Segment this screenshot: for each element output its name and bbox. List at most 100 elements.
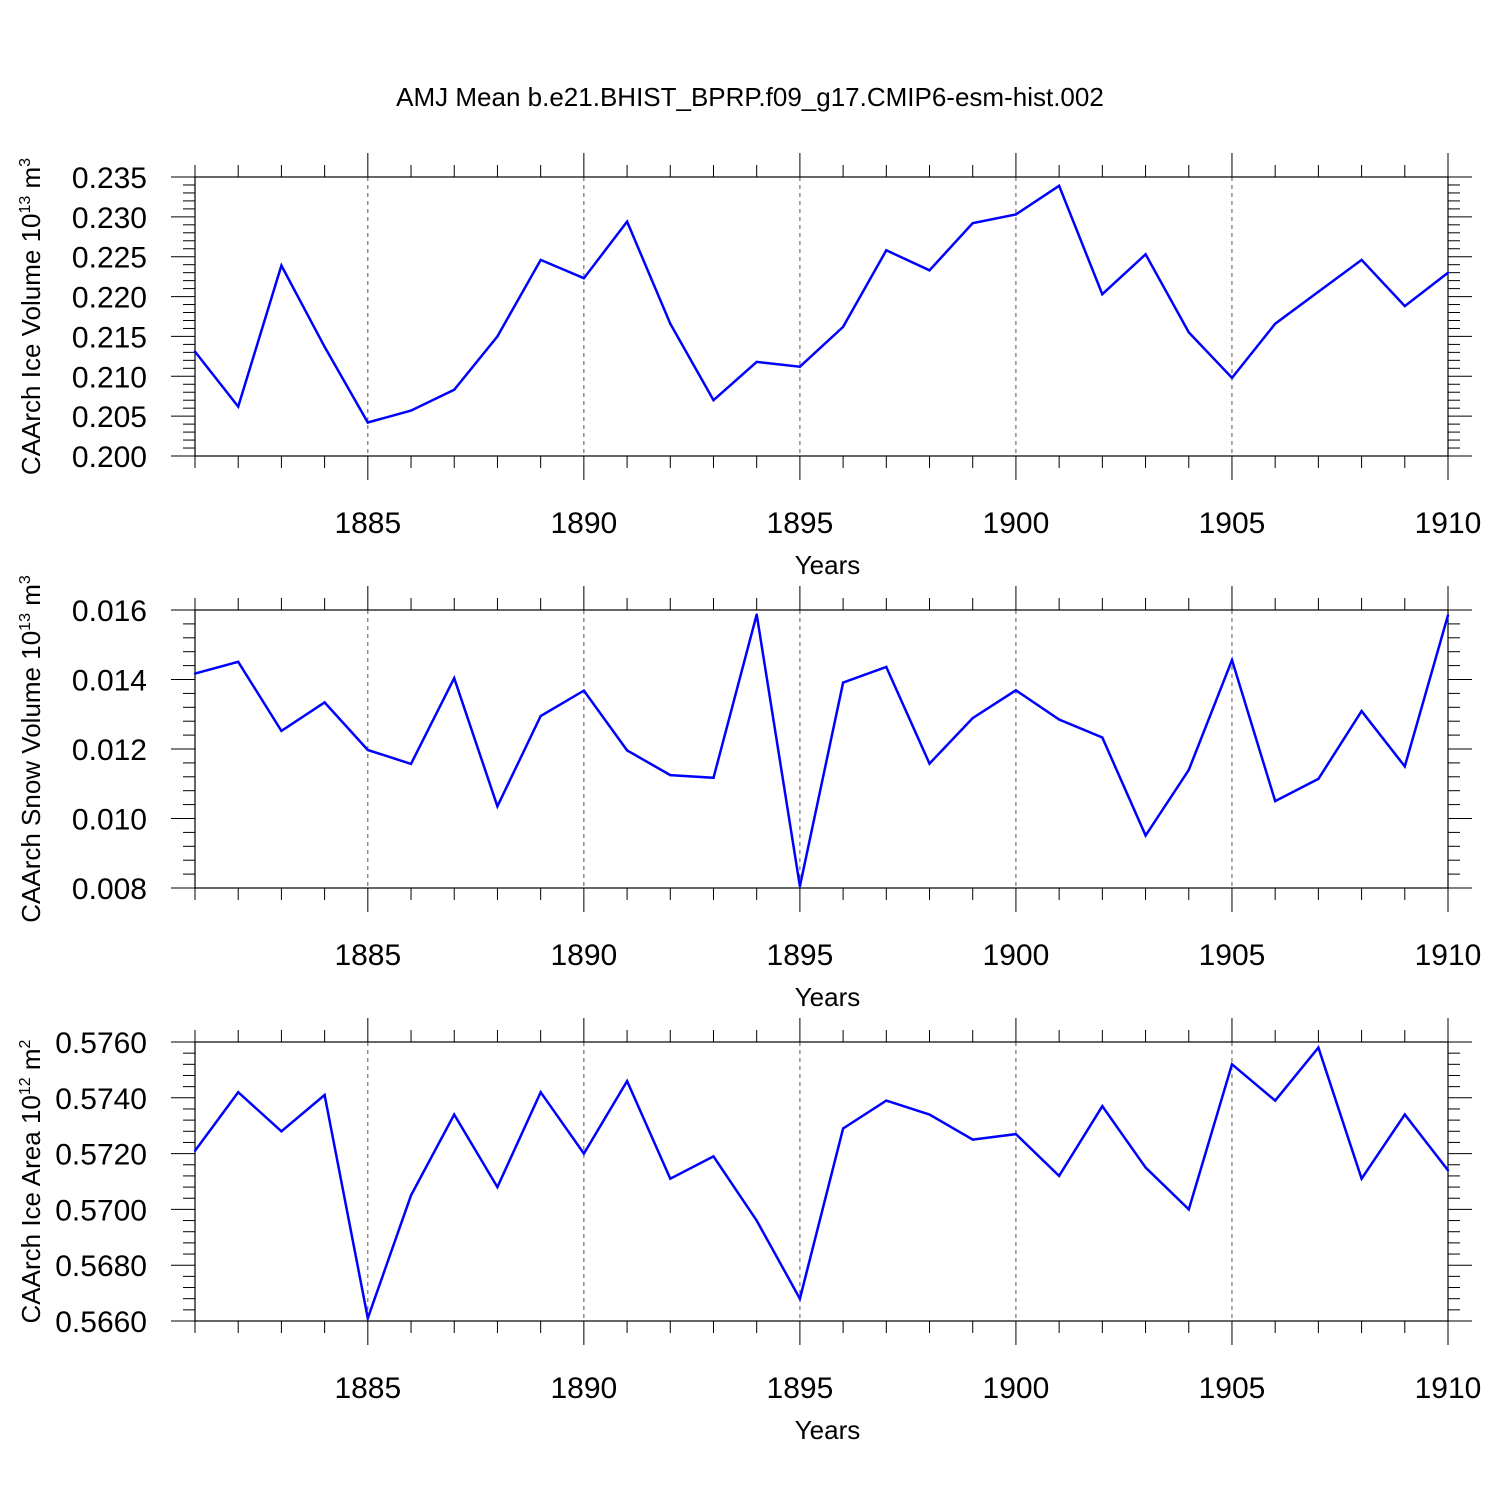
data-point [841,1127,845,1130]
data-point [712,1155,715,1158]
data-point [1187,331,1190,334]
chart-panel-2: 1885 1890 1895 1900 1905 1910 0.008 0.010 0.012 0… [16,575,1481,1012]
data-point [453,676,456,680]
data-point [1360,709,1363,713]
y-tick-label: 0.016 [72,595,147,628]
data-point [798,885,802,888]
series-line [193,1045,1449,1323]
data-point [1187,768,1190,772]
x-tick-label: 1890 [550,939,617,972]
data-point [1360,258,1363,262]
data-point [193,350,197,353]
x-tick-label: 1900 [983,939,1050,972]
x-tick-label: 1910 [1415,1372,1482,1405]
y-tick-label: 0.5740 [55,1083,147,1116]
data-point [971,222,974,225]
y-tick-label: 0.5760 [55,1027,147,1060]
data-point [1101,736,1104,739]
data-point [625,1079,629,1083]
y-tick-label: 0.215 [72,321,147,354]
data-point [755,360,758,364]
y-tick-label: 0.010 [72,804,147,837]
data-point [1273,799,1277,803]
data-point [496,335,499,338]
data-point [885,1099,888,1102]
data-point [1144,1166,1147,1169]
y-tick-label: 0.220 [72,282,147,315]
data-point [712,399,715,402]
data-point [237,405,240,408]
data-point [1057,1174,1061,1178]
data-point [755,613,758,616]
x-axis-label: Years [795,550,861,580]
data-point [625,220,629,223]
data-point [1317,290,1320,293]
chart-panel-3: 1885 1890 1895 1900 1905 1910 0.5660 0.5680 0.57… [16,1018,1481,1445]
data-point [1101,1104,1104,1108]
data-point [1403,1113,1406,1116]
y-tick-label: 0.200 [72,441,147,474]
data-point [1057,718,1061,721]
data-point [323,345,326,348]
data-point [539,258,542,262]
y-axis-label: CAArch Ice Area 1012 m2 [16,1039,46,1323]
x-tick-label: 1900 [983,1372,1050,1405]
data-point [1446,271,1450,274]
data-point [453,1113,456,1116]
data-point [366,421,370,424]
y-tick-label: 0.210 [72,361,147,394]
data-point [669,1177,672,1180]
data-point [1403,765,1406,768]
data-point [625,749,629,752]
data-point [1360,1177,1363,1180]
data-point [1230,658,1234,662]
panels: 1885 1890 1895 1900 1905 1910 0.200 0.205 0.210 0… [16,153,1481,1445]
data-point [539,714,542,718]
data-point [885,249,888,252]
x-tick-label: 1910 [1415,507,1482,540]
y-tick-label: 0.225 [72,242,147,275]
data-point [1446,614,1450,617]
plot-frame [194,176,1449,457]
data-point [237,1091,240,1094]
data-point [1317,1046,1320,1049]
y-tick-label: 0.5660 [55,1306,147,1339]
data-point [841,681,845,684]
data-point [1014,213,1018,216]
data-point [496,1185,499,1189]
y-tick-label: 0.008 [72,873,147,906]
y-tick-label: 0.014 [72,665,147,698]
data-point [885,665,888,669]
data-point [453,388,456,392]
x-tick-label: 1895 [767,1372,834,1405]
data-point [1057,184,1061,187]
data-point [409,762,413,766]
x-tick-label: 1885 [334,1372,401,1405]
series-line [194,183,1449,424]
y-tick-label: 0.205 [72,401,147,434]
chart-panel-1: 1885 1890 1895 1900 1905 1910 0.200 0.205 0.210 0… [16,153,1481,580]
data-point [582,1152,586,1155]
plot-frame [194,1041,1449,1322]
data-point [280,264,283,267]
data-point [669,322,672,325]
data-point [323,1093,326,1097]
data-point [366,748,370,752]
data-point [280,729,283,733]
x-axis-label: Years [795,982,861,1012]
x-tick-label: 1895 [767,939,834,972]
y-tick-label: 0.5700 [55,1194,147,1227]
data-point [928,1113,931,1116]
data-point [1403,304,1406,308]
data-point [1446,1169,1450,1172]
y-tick-label: 0.5720 [55,1139,147,1172]
data-point [669,773,672,777]
data-point [1014,1132,1018,1136]
y-tick-label: 0.5680 [55,1250,147,1283]
data-point [237,660,240,663]
data-point [1187,1208,1190,1211]
data-point [366,1317,370,1320]
data-point [928,762,931,765]
data-point [496,805,499,808]
data-point [971,716,974,720]
